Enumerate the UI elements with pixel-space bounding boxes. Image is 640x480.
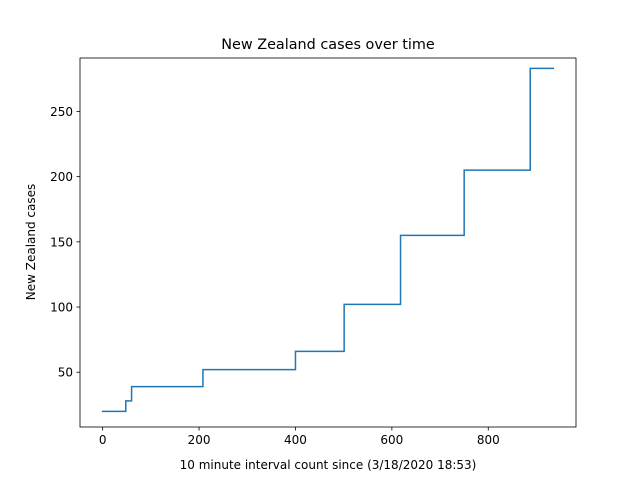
x-tick-label: 600	[380, 433, 403, 447]
axes-frame	[79, 57, 577, 428]
x-tick-label: 400	[284, 433, 307, 447]
x-axis-label: 10 minute interval count since (3/18/202…	[180, 458, 477, 472]
series-line-0	[101, 67, 555, 413]
y-tick-label: 150	[50, 235, 73, 249]
y-tick-label: 50	[58, 366, 73, 380]
x-tick-label: 800	[477, 433, 500, 447]
x-tick-label: 200	[188, 433, 211, 447]
plot-area: 0 200 400 600 800 50 100 150 200 250	[50, 57, 577, 447]
x-tick-label: 0	[99, 433, 107, 447]
y-tick-label: 200	[50, 170, 73, 184]
y-tick-label: 250	[50, 105, 73, 119]
y-axis-label: New Zealand cases	[24, 184, 38, 301]
chart-title: New Zealand cases over time	[221, 37, 435, 53]
y-tick-label: 100	[50, 301, 73, 315]
